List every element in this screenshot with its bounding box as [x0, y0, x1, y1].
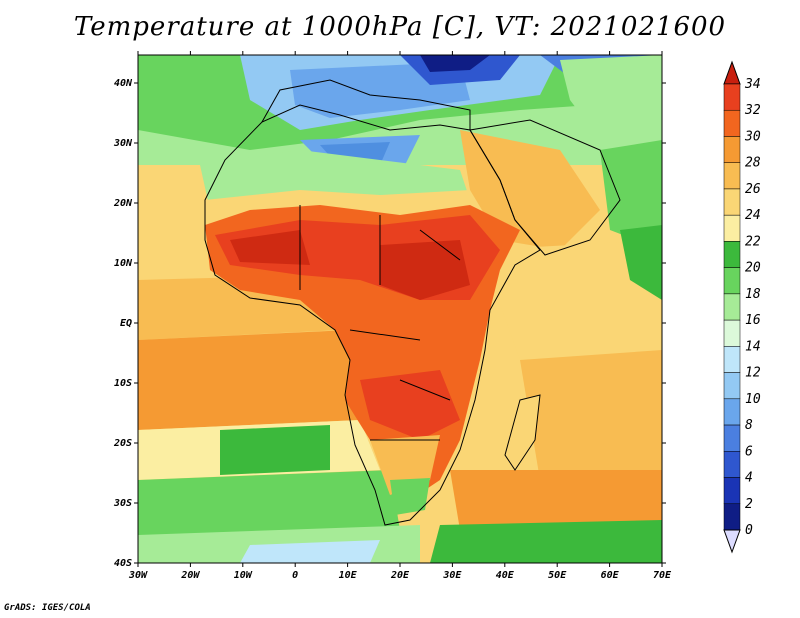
colorbar-label: 4	[745, 471, 753, 486]
lat-tick-label: 10S	[114, 378, 132, 389]
colorbar-segment	[723, 136, 741, 163]
colorbar-label: 22	[745, 234, 761, 249]
colorbar-label: 30	[744, 129, 761, 144]
lon-tick-label: 50E	[548, 570, 567, 581]
colorbar-segment	[723, 372, 741, 400]
colorbar-segment	[723, 346, 741, 373]
coastlines	[204, 79, 621, 526]
grads-credit: GrADS: IGES/COLA	[4, 603, 91, 613]
colorbar-label: 12	[745, 366, 761, 381]
colorbar-segment	[723, 267, 741, 295]
colorbar-label: 0	[745, 523, 753, 538]
lon-tick-label: 70E	[653, 570, 672, 581]
map-title: Temperature at 1000hPa [C], VT: 20210216…	[73, 12, 727, 42]
colorbar-bottom-arrow	[723, 529, 741, 554]
lat-tick-label: 30N	[113, 138, 133, 149]
lon-tick-label: 40E	[496, 570, 515, 581]
colorbar-label: 6	[745, 444, 753, 459]
colorbar-top-arrow	[723, 60, 741, 85]
colorbar-label: 34	[744, 77, 761, 92]
lat-tick-label: 30S	[113, 498, 132, 509]
colorbar-label: 28	[745, 156, 761, 171]
colorbar-segment	[723, 109, 741, 137]
lat-tick-label: 20S	[113, 438, 132, 449]
colorbar-label: 8	[745, 418, 753, 433]
lat-tick-label: 40N	[114, 78, 133, 89]
colorbar-label: 2	[745, 497, 753, 512]
colorbar-label: 14	[745, 339, 761, 354]
colorbar-segment	[723, 83, 741, 111]
colorbar-segment	[723, 241, 741, 268]
lon-tick-label: 60E	[601, 570, 620, 581]
colorbar-label: 32	[744, 103, 761, 118]
map-axes: 30W 20W 10W 0 10E 20E 30E 40E 50E 60E 70E 40S 30S 20S…	[113, 51, 672, 581]
colorbar-segment	[723, 319, 741, 347]
lon-tick-label: 10E	[339, 570, 358, 581]
colorbar-label: 18	[745, 287, 761, 302]
colorbar-label: 20	[745, 261, 761, 276]
temperature-field	[138, 55, 662, 563]
colorbar-segment	[723, 293, 741, 321]
lat-tick-label: EQ	[120, 318, 132, 329]
lon-tick-label: 20W	[180, 570, 200, 581]
colorbar-label: 24	[745, 208, 761, 223]
lon-tick-label: 30W	[128, 570, 148, 581]
colorbar-segment	[723, 424, 741, 452]
colorbar-label: 10	[745, 392, 761, 407]
colorbar-label: 16	[745, 313, 761, 328]
lat-tick-label: 10N	[114, 258, 133, 269]
lat-tick-label: 40S	[114, 558, 132, 569]
colorbar-segment	[723, 503, 741, 531]
colorbar-label: 26	[745, 182, 761, 197]
lat-tick-label: 20N	[113, 198, 133, 209]
lon-tick-label: 20E	[390, 570, 410, 581]
colorbar-segment	[723, 398, 741, 426]
colorbar-segment	[723, 214, 741, 242]
lon-tick-label: 10W	[234, 570, 253, 581]
lon-tick-label: 30E	[442, 570, 462, 581]
lon-tick-label: 0	[292, 570, 298, 581]
colorbar-segment	[723, 162, 741, 190]
colorbar-segment	[723, 188, 741, 216]
colorbar-segment	[723, 477, 741, 505]
colorbar-segment	[723, 451, 741, 478]
